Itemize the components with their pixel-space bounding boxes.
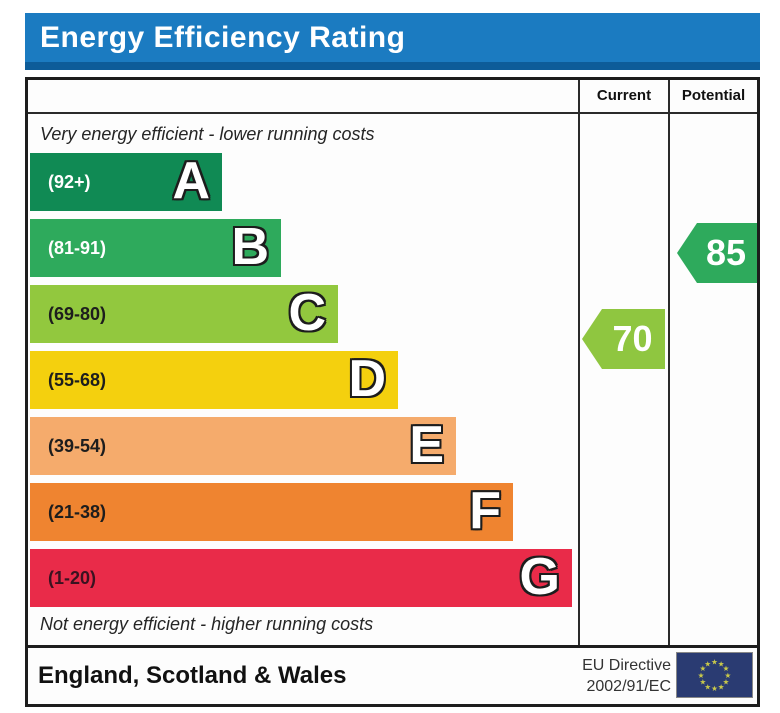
- svg-text:★: ★: [724, 671, 731, 680]
- potential-rating-value: 85: [705, 232, 747, 273]
- band-letter: G: [519, 548, 560, 606]
- current-column-header: Current: [596, 87, 652, 104]
- band-row-b: (81-91) B: [30, 219, 281, 277]
- eu-directive-line2: 2002/91/EC: [586, 678, 671, 695]
- svg-text:★: ★: [718, 659, 725, 668]
- page-title: Energy Efficiency Rating: [40, 21, 406, 54]
- svg-text:★: ★: [699, 678, 706, 687]
- top-efficiency-note: Very energy efficient - lower running co…: [40, 124, 375, 144]
- band-row-f: (21-38) F: [30, 483, 513, 541]
- band-range-label: (39-54): [48, 436, 107, 456]
- band-row-c: (69-80) C: [30, 285, 338, 343]
- column-separator-potential: [668, 80, 670, 645]
- svg-text:★: ★: [711, 684, 718, 693]
- region-label: England, Scotland & Wales: [38, 662, 347, 689]
- band-letter: A: [172, 152, 210, 210]
- band-range-label: (81-91): [48, 238, 107, 258]
- band-letter: E: [409, 416, 444, 474]
- column-separator-current: [578, 80, 580, 645]
- title-bar: Energy Efficiency Rating: [25, 13, 760, 70]
- bottom-efficiency-note: Not energy efficient - higher running co…: [40, 614, 374, 634]
- band-range-label: (69-80): [48, 304, 107, 324]
- band-row-e: (39-54) E: [30, 417, 456, 475]
- eu-directive-label: EU Directive 2002/91/EC: [582, 655, 671, 697]
- band-letter: C: [288, 284, 326, 342]
- svg-text:★: ★: [723, 678, 730, 687]
- current-rating-marker: 70: [582, 309, 665, 369]
- header-divider: [28, 112, 757, 114]
- svg-text:★: ★: [718, 682, 725, 691]
- svg-text:★: ★: [698, 671, 705, 680]
- svg-text:★: ★: [704, 682, 711, 691]
- band-row-a: (92+) A: [30, 153, 222, 211]
- potential-rating-marker: 85: [677, 223, 757, 283]
- rating-table: Current Potential Very energy efficient …: [25, 77, 760, 707]
- potential-column-header: Potential: [681, 87, 746, 104]
- svg-text:★: ★: [704, 659, 711, 668]
- svg-text:★: ★: [711, 657, 718, 666]
- band-letter: F: [469, 482, 501, 540]
- svg-text:★: ★: [699, 664, 706, 673]
- eu-directive-line1: EU Directive: [582, 657, 671, 674]
- band-letter: D: [348, 350, 386, 408]
- svg-text:★: ★: [723, 664, 730, 673]
- band-row-g: (1-20) G: [30, 549, 572, 607]
- footer-bar: England, Scotland & Wales EU Directive 2…: [28, 645, 757, 704]
- eu-flag-icon: ★ ★★★★★★★★★★★: [676, 652, 753, 698]
- band-range-label: (1-20): [48, 568, 97, 588]
- band-range-label: (92+): [48, 172, 91, 192]
- current-rating-value: 70: [612, 318, 653, 359]
- band-range-label: (55-68): [48, 370, 107, 390]
- band-letter: B: [231, 218, 269, 276]
- band-row-d: (55-68) D: [30, 351, 398, 409]
- band-range-label: (21-38): [48, 502, 107, 522]
- rating-table-inner: Current Potential Very energy efficient …: [28, 80, 757, 704]
